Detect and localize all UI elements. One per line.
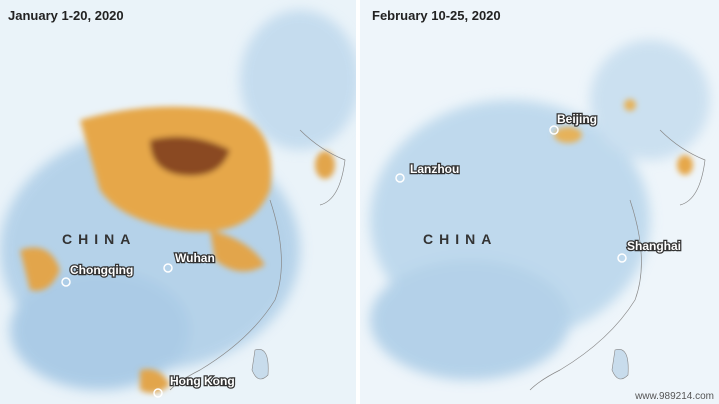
city-marker [153, 388, 163, 398]
country-label: CHINA [423, 231, 497, 247]
city-marker [395, 173, 405, 183]
city-label: Hong Kong [170, 374, 235, 388]
city-label: Wuhan [175, 251, 215, 265]
city-label: Shanghai [627, 239, 681, 253]
city-label: Chongqing [70, 263, 133, 277]
city-marker [549, 125, 559, 135]
right-map [360, 0, 719, 404]
panel-title: January 1-20, 2020 [8, 8, 124, 23]
panel-title: February 10-25, 2020 [372, 8, 501, 23]
city-label: Beijing [557, 112, 597, 126]
watermark: www.989214.com [634, 391, 714, 402]
city-marker [617, 253, 627, 263]
left-map [0, 0, 356, 404]
city-label: Lanzhou [410, 162, 459, 176]
city-marker [61, 277, 71, 287]
city-marker [163, 263, 173, 273]
country-label: CHINA [62, 231, 136, 247]
